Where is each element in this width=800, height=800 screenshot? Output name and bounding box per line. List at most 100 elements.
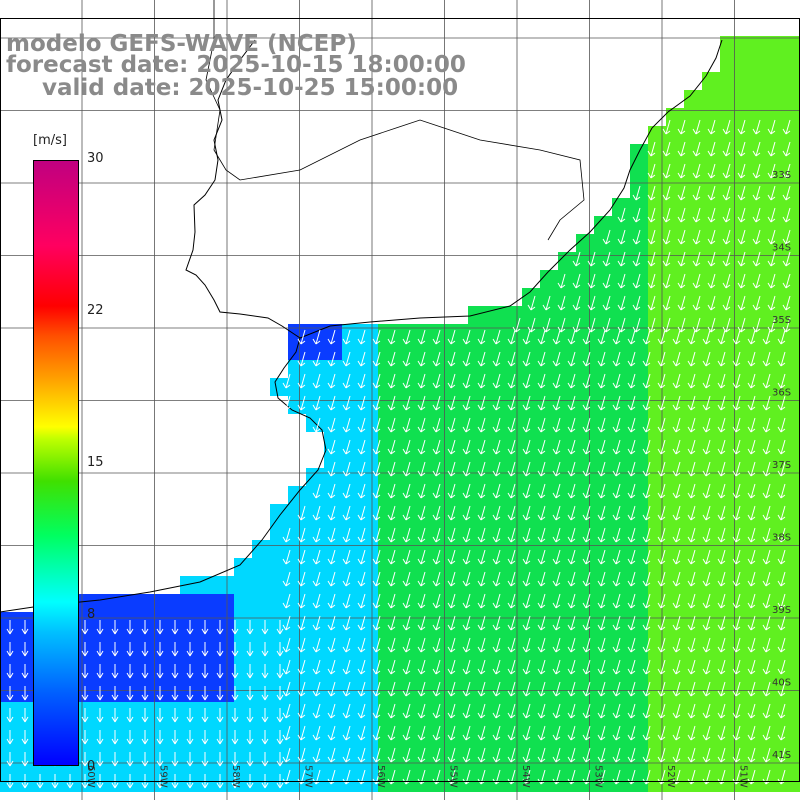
- wind-arrow: [357, 571, 366, 587]
- wind-arrow: [542, 317, 551, 333]
- field-cell: [774, 288, 792, 306]
- field-cell: [648, 144, 666, 162]
- wind-arrow: [642, 505, 651, 521]
- field-cell: [738, 288, 756, 306]
- wind-arrow: [387, 461, 396, 477]
- field-cell: [306, 558, 324, 576]
- field-cell: [540, 486, 558, 504]
- field-cell: [126, 702, 144, 720]
- field-cell: [792, 432, 800, 450]
- field-cell: [432, 414, 450, 432]
- field-cell: [324, 522, 342, 540]
- field-cell: [720, 306, 738, 324]
- wind-arrow: [417, 329, 426, 345]
- wind-arrow: [432, 725, 441, 741]
- field-cell: [396, 486, 414, 504]
- field-cell: [648, 522, 666, 540]
- wind-arrow: [432, 747, 441, 763]
- wind-arrow: [126, 686, 134, 701]
- field-cell: [612, 504, 630, 522]
- wind-arrow: [21, 708, 29, 723]
- wind-arrow: [342, 417, 351, 433]
- field-cell: [468, 306, 486, 324]
- field-cell: [522, 540, 540, 558]
- wind-arrow: [647, 317, 656, 333]
- wind-arrow: [677, 185, 686, 201]
- wind-arrow: [702, 637, 711, 653]
- wind-arrow: [582, 329, 591, 345]
- field-cell: [324, 486, 342, 504]
- wind-arrow: [597, 659, 606, 675]
- field-cell: [702, 306, 720, 324]
- field-cell: [792, 54, 800, 72]
- wind-arrow: [782, 163, 791, 179]
- field-cell: [270, 666, 288, 684]
- field-cell: [270, 558, 288, 576]
- field-cell: [396, 324, 414, 342]
- field-cell: [234, 612, 252, 630]
- field-cell: [288, 360, 306, 378]
- field-cell: [324, 630, 342, 648]
- wind-arrow: [402, 703, 411, 719]
- wind-arrow: [402, 527, 411, 543]
- field-cell: [612, 360, 630, 378]
- wind-arrow: [552, 527, 561, 543]
- field-cell: [18, 630, 36, 648]
- field-cell: [594, 648, 612, 666]
- wind-arrow: [126, 708, 134, 723]
- wind-arrow: [357, 549, 366, 565]
- wind-arrow: [342, 483, 351, 499]
- field-cell: [756, 594, 774, 612]
- wind-arrow: [672, 593, 681, 609]
- field-cell: [630, 774, 648, 792]
- wind-arrow: [777, 593, 786, 609]
- wind-arrow: [777, 703, 786, 719]
- wind-arrow: [747, 593, 756, 609]
- field-cell: [774, 396, 792, 414]
- wind-arrow: [747, 461, 756, 477]
- wind-arrow: [186, 642, 194, 657]
- wind-arrow: [387, 329, 396, 345]
- wind-arrow: [722, 163, 731, 179]
- wind-arrow: [702, 461, 711, 477]
- field-cell: [558, 630, 576, 648]
- field-cell: [738, 360, 756, 378]
- field-cell: [468, 666, 486, 684]
- wind-arrow: [762, 681, 771, 697]
- wind-arrow: [492, 439, 501, 455]
- wind-arrow: [447, 703, 456, 719]
- wind-arrow: [297, 505, 306, 521]
- field-cell: [450, 414, 468, 432]
- wind-arrow: [387, 615, 396, 631]
- field-cell: [342, 648, 360, 666]
- field-cell: [468, 522, 486, 540]
- wind-arrow: [327, 395, 336, 411]
- field-cell: [756, 270, 774, 288]
- field-cell: [648, 198, 666, 216]
- field-cell: [378, 450, 396, 468]
- field-cell: [378, 684, 396, 702]
- field-cell: [666, 612, 684, 630]
- wind-arrow: [447, 637, 456, 653]
- wind-arrow: [537, 725, 546, 741]
- wind-arrow: [687, 461, 696, 477]
- wind-arrow: [612, 395, 621, 411]
- wind-arrow: [567, 461, 576, 477]
- field-cell: [324, 432, 342, 450]
- field-cell: [738, 396, 756, 414]
- field-cell: [666, 180, 684, 198]
- wind-arrow: [557, 317, 566, 333]
- field-cell: [396, 360, 414, 378]
- wind-arrow: [171, 708, 179, 723]
- field-cell: [720, 738, 738, 756]
- wind-arrow: [777, 681, 786, 697]
- field-cell: [630, 756, 648, 774]
- wind-arrow: [642, 637, 651, 653]
- wind-arrow: [432, 483, 441, 499]
- field-cell: [630, 630, 648, 648]
- field-cell: [594, 396, 612, 414]
- wind-arrow: [677, 273, 686, 289]
- field-cell: [702, 90, 720, 108]
